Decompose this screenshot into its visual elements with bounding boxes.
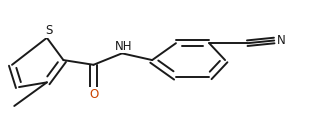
Text: O: O — [89, 88, 98, 101]
Text: NH: NH — [115, 40, 133, 53]
Text: S: S — [45, 24, 53, 37]
Text: N: N — [277, 34, 286, 47]
